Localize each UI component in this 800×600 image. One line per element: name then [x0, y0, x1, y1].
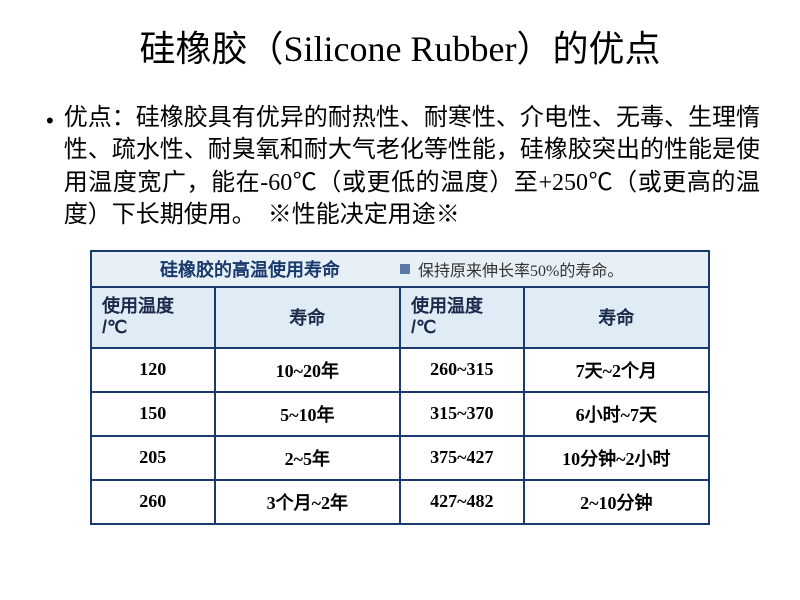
bullet-marker: •	[46, 108, 54, 134]
table-note: 保持原来伸长率50%的寿命。	[400, 257, 700, 281]
cell-l2: 6小时~7天	[524, 392, 709, 436]
cell-l2: 2~10分钟	[524, 480, 709, 524]
body-text: 优点：硅橡胶具有优异的耐热性、耐寒性、介电性、无毒、生理惰性、疏水性、耐臭氧和耐…	[64, 102, 760, 232]
table-note-text: 保持原来伸长率50%的寿命。	[418, 257, 623, 281]
table-row: 120 10~20年 260~315 7天~2个月	[91, 348, 709, 392]
cell-t1: 120	[91, 348, 215, 392]
th-temp-1-line2: /℃	[102, 317, 127, 337]
cell-t2: 427~482	[400, 480, 524, 524]
table-body: 120 10~20年 260~315 7天~2个月 150 5~10年 315~…	[91, 348, 709, 524]
cell-t1: 205	[91, 436, 215, 480]
cell-l1: 10~20年	[215, 348, 400, 392]
cell-t1: 150	[91, 392, 215, 436]
th-life-1: 寿命	[215, 287, 400, 348]
bullet-block: • 优点：硅橡胶具有优异的耐热性、耐寒性、介电性、无毒、生理惰性、疏水性、耐臭氧…	[40, 102, 760, 232]
page-title: 硅橡胶（Silicone Rubber）的优点	[40, 20, 760, 72]
table-row: 260 3个月~2年 427~482 2~10分钟	[91, 480, 709, 524]
table-row: 150 5~10年 315~370 6小时~7天	[91, 392, 709, 436]
cell-l1: 2~5年	[215, 436, 400, 480]
square-icon	[400, 264, 410, 274]
th-temp-1-line1: 使用温度	[102, 296, 174, 316]
cell-l1: 5~10年	[215, 392, 400, 436]
table-top-bar: 硅橡胶的高温使用寿命 保持原来伸长率50%的寿命。	[90, 250, 710, 286]
table-row: 205 2~5年 375~427 10分钟~2小时	[91, 436, 709, 480]
cell-t2: 260~315	[400, 348, 524, 392]
cell-l2: 10分钟~2小时	[524, 436, 709, 480]
th-temp-1: 使用温度 /℃	[91, 287, 215, 348]
cell-l1: 3个月~2年	[215, 480, 400, 524]
table-container: 硅橡胶的高温使用寿命 保持原来伸长率50%的寿命。 使用温度 /℃ 寿命 使用温…	[90, 250, 710, 525]
cell-t2: 375~427	[400, 436, 524, 480]
cell-t2: 315~370	[400, 392, 524, 436]
cell-l2: 7天~2个月	[524, 348, 709, 392]
table-header-row: 使用温度 /℃ 寿命 使用温度 /℃ 寿命	[91, 287, 709, 348]
lifespan-table: 使用温度 /℃ 寿命 使用温度 /℃ 寿命 120 10~20年 260~315…	[90, 286, 710, 525]
th-temp-2-line1: 使用温度	[411, 296, 483, 316]
table-caption: 硅橡胶的高温使用寿命	[100, 256, 400, 282]
cell-t1: 260	[91, 480, 215, 524]
th-temp-2: 使用温度 /℃	[400, 287, 524, 348]
th-temp-2-line2: /℃	[411, 317, 436, 337]
th-life-2: 寿命	[524, 287, 709, 348]
